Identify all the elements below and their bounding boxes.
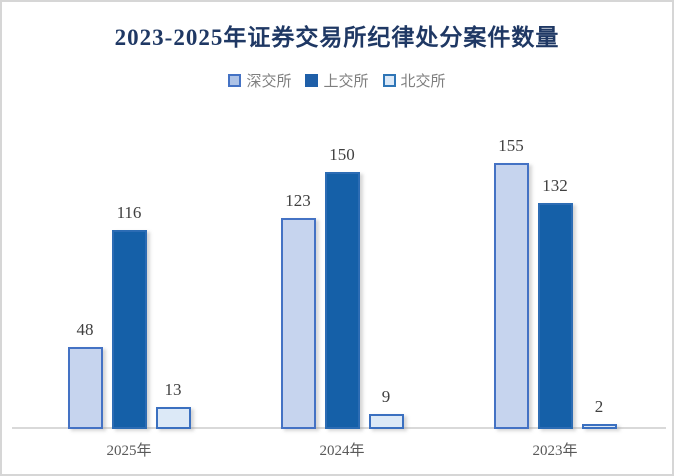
bar-value-sse-2023: 132 xyxy=(542,176,568,195)
x-axis-label-2025: 2025年 xyxy=(106,443,152,459)
bar-value-szse-2024: 123 xyxy=(285,191,311,210)
legend-label-sse: 上交所 xyxy=(323,74,369,90)
legend-swatch-szse xyxy=(228,74,242,87)
bar-value-bse-2023: 2 xyxy=(594,397,604,416)
chart-legend: 深交所 上交所 北交所 xyxy=(2,70,672,91)
legend-label-bse: 北交所 xyxy=(400,74,446,90)
bar-szse-2023 xyxy=(493,163,529,429)
bar-bse-2025 xyxy=(155,407,191,429)
legend-label-szse: 深交所 xyxy=(246,74,292,90)
bar-value-sse-2024: 150 xyxy=(329,145,355,164)
bar-value-szse-2025: 48 xyxy=(76,320,94,339)
legend-swatch-sse xyxy=(305,74,319,87)
plot-area: 48 116 13 123 150 9 155 132 2 xyxy=(2,2,672,429)
legend-item-sse: 上交所 xyxy=(305,70,369,91)
x-axis-label-2023: 2023年 xyxy=(532,443,578,459)
legend-item-szse: 深交所 xyxy=(228,70,291,91)
bar-value-bse-2024: 9 xyxy=(381,387,391,406)
bar-sse-2025 xyxy=(111,230,147,429)
bar-sse-2023 xyxy=(537,203,573,429)
bar-szse-2025 xyxy=(67,347,103,429)
bar-value-bse-2025: 13 xyxy=(164,380,182,399)
legend-item-bse: 北交所 xyxy=(382,70,446,91)
x-axis-label-2024: 2024年 xyxy=(319,443,365,459)
bar-value-szse-2023: 155 xyxy=(498,136,524,155)
bar-value-sse-2025: 116 xyxy=(116,203,142,222)
bar-sse-2024 xyxy=(324,172,360,429)
bar-bse-2024 xyxy=(368,414,404,429)
legend-swatch-bse xyxy=(382,74,396,87)
chart-title: 2023-2025年证券交易所纪律处分案件数量 xyxy=(114,25,560,50)
bar-szse-2024 xyxy=(280,218,316,429)
bar-bse-2023 xyxy=(581,424,617,429)
